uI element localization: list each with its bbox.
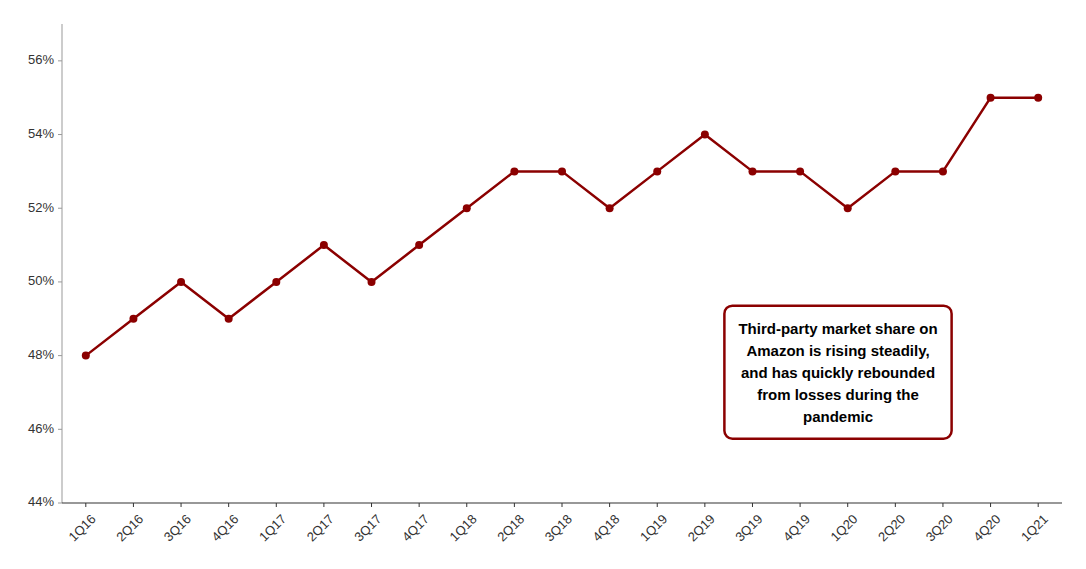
x-tick — [895, 503, 896, 507]
x-tick — [752, 503, 753, 507]
y-tick — [58, 208, 62, 209]
x-tick — [609, 503, 610, 507]
marker — [82, 352, 90, 360]
x-tick — [371, 503, 372, 507]
x-tick — [800, 503, 801, 507]
marker — [987, 94, 995, 102]
y-tick-label: 54% — [28, 126, 54, 141]
y-tick — [58, 134, 62, 135]
x-tick — [847, 503, 848, 507]
marker — [1034, 94, 1042, 102]
marker — [463, 204, 471, 212]
y-tick — [58, 429, 62, 430]
marker — [939, 167, 947, 175]
y-tick-label: 44% — [28, 494, 54, 509]
x-tick — [133, 503, 134, 507]
x-tick-label: 2Q17 — [304, 511, 337, 544]
marker — [510, 167, 518, 175]
y-tick-label: 48% — [28, 347, 54, 362]
x-tick-label: 4Q20 — [970, 511, 1003, 544]
x-tick — [276, 503, 277, 507]
marker — [225, 315, 233, 323]
marker — [368, 278, 376, 286]
x-tick-label: 1Q19 — [637, 511, 670, 544]
x-tick — [85, 503, 86, 507]
x-tick-label: 2Q18 — [494, 511, 527, 544]
x-tick-label: 3Q16 — [161, 511, 194, 544]
y-axis-line — [62, 24, 63, 503]
x-tick-label: 1Q18 — [447, 511, 480, 544]
x-tick — [228, 503, 229, 507]
chart: 44% 46% 48% 50% 52% 54% 56% 1Q16 2Q16 3Q16 4Q16 1Q1… — [0, 0, 1086, 569]
marker — [129, 315, 137, 323]
marker — [891, 167, 899, 175]
x-tick-label: 3Q19 — [732, 511, 765, 544]
x-tick-label: 3Q17 — [351, 511, 384, 544]
marker — [748, 167, 756, 175]
annotation-text: Third-party market share onAmazon is ris… — [738, 320, 937, 425]
y-tick — [58, 60, 62, 61]
y-tick-label: 56% — [28, 52, 54, 67]
marker — [320, 241, 328, 249]
marker — [177, 278, 185, 286]
marker — [606, 204, 614, 212]
x-tick — [990, 503, 991, 507]
x-tick — [657, 503, 658, 507]
y-tick — [58, 281, 62, 282]
marker — [796, 167, 804, 175]
plot-area — [82, 94, 1042, 360]
x-tick — [323, 503, 324, 507]
y-tick-label: 46% — [28, 421, 54, 436]
x-tick — [704, 503, 705, 507]
y-tick — [58, 503, 62, 504]
annotation-box — [724, 306, 951, 439]
x-tick-label: 4Q16 — [208, 511, 241, 544]
x-tick — [942, 503, 943, 507]
x-tick-label: 2Q16 — [113, 511, 146, 544]
x-tick-label: 1Q17 — [256, 511, 289, 544]
x-tick-label: 1Q20 — [828, 511, 861, 544]
marker — [701, 131, 709, 139]
x-tick-label: 1Q21 — [1018, 511, 1051, 544]
x-tick-label: 4Q17 — [399, 511, 432, 544]
x-tick-label: 2Q20 — [875, 511, 908, 544]
x-tick-label: 1Q16 — [66, 511, 99, 544]
marker — [415, 241, 423, 249]
x-tick-label: 3Q20 — [923, 511, 956, 544]
marker — [653, 167, 661, 175]
x-tick-label: 4Q18 — [589, 511, 622, 544]
marker — [558, 167, 566, 175]
x-tick — [466, 503, 467, 507]
y-tick-label: 50% — [28, 273, 54, 288]
annotation: Third-party market share onAmazon is ris… — [724, 306, 951, 439]
x-tick-label: 2Q19 — [685, 511, 718, 544]
x-tick — [181, 503, 182, 507]
y-tick-label: 52% — [28, 200, 54, 215]
x-tick — [1038, 503, 1039, 507]
marker — [272, 278, 280, 286]
x-tick — [562, 503, 563, 507]
x-tick — [514, 503, 515, 507]
x-tick — [419, 503, 420, 507]
x-tick-label: 3Q18 — [542, 511, 575, 544]
x-tick-label: 4Q19 — [780, 511, 813, 544]
y-tick — [58, 355, 62, 356]
marker — [844, 204, 852, 212]
